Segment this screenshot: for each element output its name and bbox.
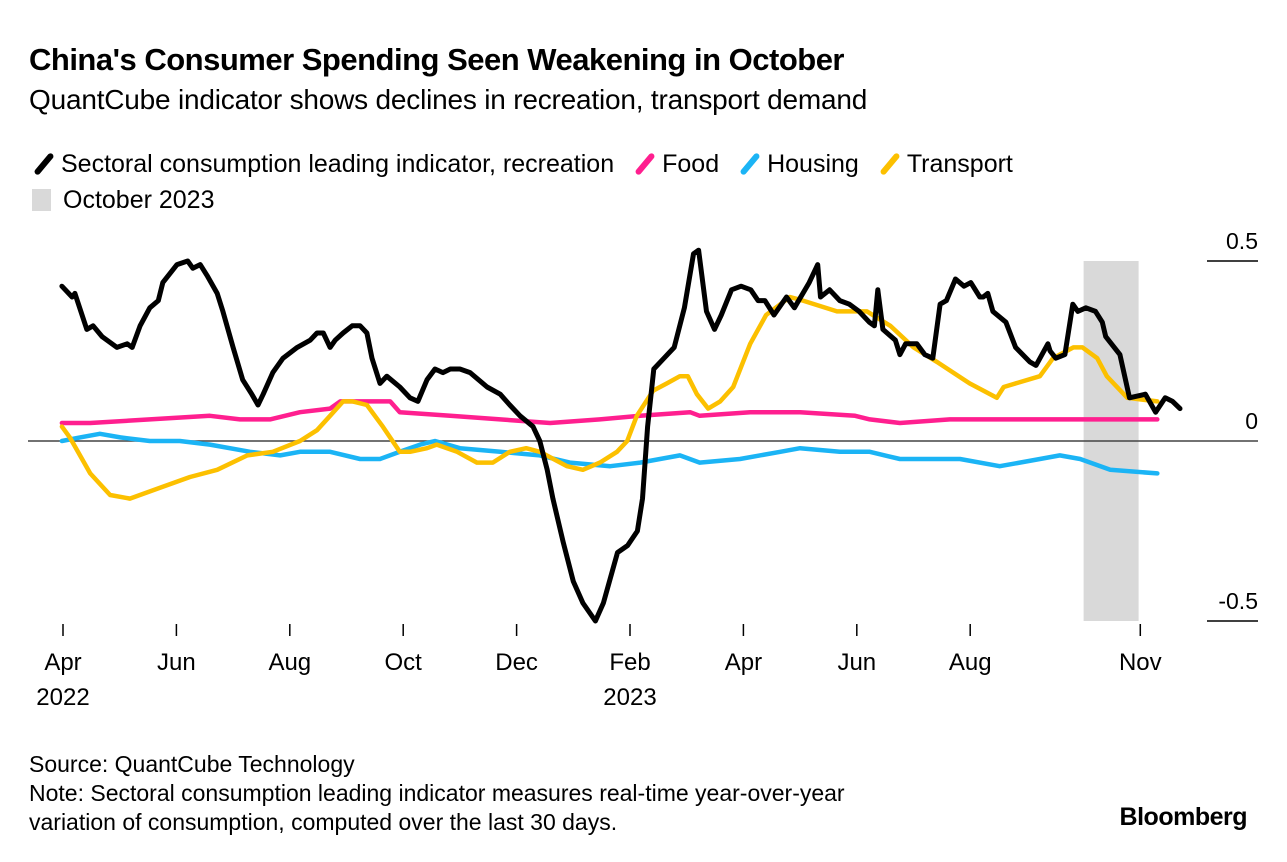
footnote-line-1: Note: Sectoral consumption leading indic… bbox=[29, 780, 845, 806]
x-tick-label: Aug bbox=[949, 649, 992, 676]
legend-label: Transport bbox=[906, 149, 1013, 178]
source-note: Source: QuantCube Technology bbox=[29, 751, 355, 777]
legend-item-recreation: Sectoral consumption leading indicator, … bbox=[29, 150, 614, 179]
y-tick-label: 0.5 bbox=[1226, 228, 1258, 254]
series-line-transport bbox=[59, 294, 1160, 501]
x-tick-label: Nov bbox=[1119, 649, 1162, 676]
footer: Source: QuantCube Technology Note: Secto… bbox=[29, 750, 845, 837]
legend-label: Sectoral consumption leading indicator, … bbox=[61, 149, 615, 178]
y-tick-label: -0.5 bbox=[1218, 588, 1258, 614]
bloomberg-logo: Bloomberg bbox=[1119, 803, 1248, 831]
legend: Sectoral consumption leading indicator, … bbox=[29, 146, 1033, 218]
legend-label: Housing bbox=[767, 149, 859, 178]
x-tick-label: Dec bbox=[495, 649, 538, 676]
x-tick-year-label: 2022 bbox=[36, 684, 89, 711]
legend-item-housing: Housing bbox=[739, 150, 859, 179]
footnote-line-2: variation of consumption, computed over … bbox=[29, 809, 618, 835]
chart-subtitle: QuantCube indicator shows declines in re… bbox=[29, 84, 868, 115]
series-line-food bbox=[59, 399, 1160, 426]
x-tick-label: Oct bbox=[385, 649, 423, 676]
legend-swatch-shade bbox=[32, 189, 51, 211]
legend-item-transport: Transport bbox=[879, 150, 1013, 179]
x-tick-label: Jun bbox=[157, 649, 196, 676]
chart-title: China's Consumer Spending Seen Weakening… bbox=[29, 42, 845, 77]
x-tick-label: Feb bbox=[609, 649, 650, 676]
legend-label: October 2023 bbox=[63, 185, 215, 214]
x-tick-label: Aug bbox=[268, 649, 311, 676]
legend-item-october-2023: October 2023 bbox=[29, 186, 215, 215]
legend-item-food: Food bbox=[634, 150, 719, 179]
series-line-sectoral-consumption-leading-indicator bbox=[59, 247, 1183, 624]
x-tick-year-label: 2023 bbox=[603, 684, 656, 711]
x-tick-label: Jun bbox=[837, 649, 876, 676]
x-tick-label: Apr bbox=[725, 649, 762, 676]
x-tick-label: Apr bbox=[44, 649, 81, 676]
legend-label: Food bbox=[662, 149, 720, 178]
y-tick-label: 0 bbox=[1245, 408, 1258, 434]
